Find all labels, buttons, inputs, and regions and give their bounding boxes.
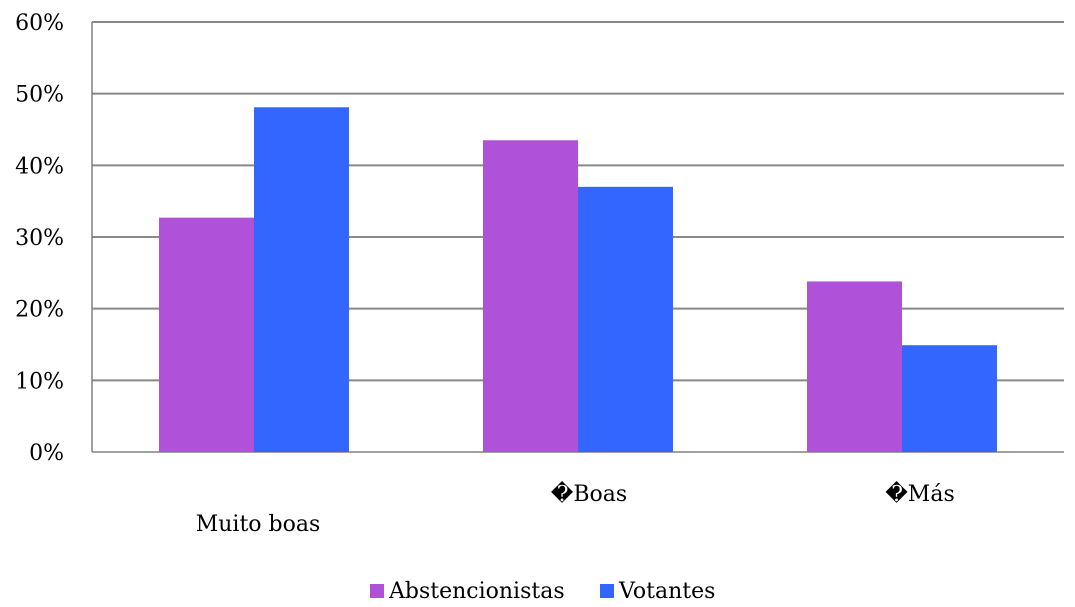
y-tick-label: 10% <box>15 369 64 394</box>
y-tick-label: 0% <box>29 441 64 466</box>
x-category-label: �Más <box>885 481 955 507</box>
y-tick-label: 50% <box>15 83 64 108</box>
legend-label-votantes: Votantes <box>618 579 715 603</box>
y-tick-label: 30% <box>15 226 64 251</box>
bars <box>159 107 997 452</box>
bar-votantes-0 <box>254 107 349 452</box>
x-axis-category-labels: Muito boas �Boas �Más <box>196 481 955 537</box>
y-tick-label: 20% <box>15 298 64 323</box>
bar-votantes-1 <box>578 187 673 452</box>
y-tick-label: 40% <box>15 154 64 179</box>
x-category-label: �Boas <box>551 481 627 507</box>
x-category-label: Muito boas <box>196 512 321 537</box>
legend: Abstencionistas Votantes <box>370 579 715 603</box>
bar-abstencionistas-0 <box>159 218 254 452</box>
bar-abstencionistas-2 <box>807 281 902 452</box>
bar-votantes-2 <box>902 345 997 452</box>
legend-swatch-abstencionistas <box>370 584 384 598</box>
y-axis-tick-labels: 0% 10% 20% 30% 40% 50% 60% <box>15 11 64 466</box>
legend-swatch-votantes <box>600 584 614 598</box>
bar-abstencionistas-1 <box>483 140 578 452</box>
legend-label-abstencionistas: Abstencionistas <box>388 579 565 603</box>
y-tick-label: 60% <box>15 11 64 36</box>
